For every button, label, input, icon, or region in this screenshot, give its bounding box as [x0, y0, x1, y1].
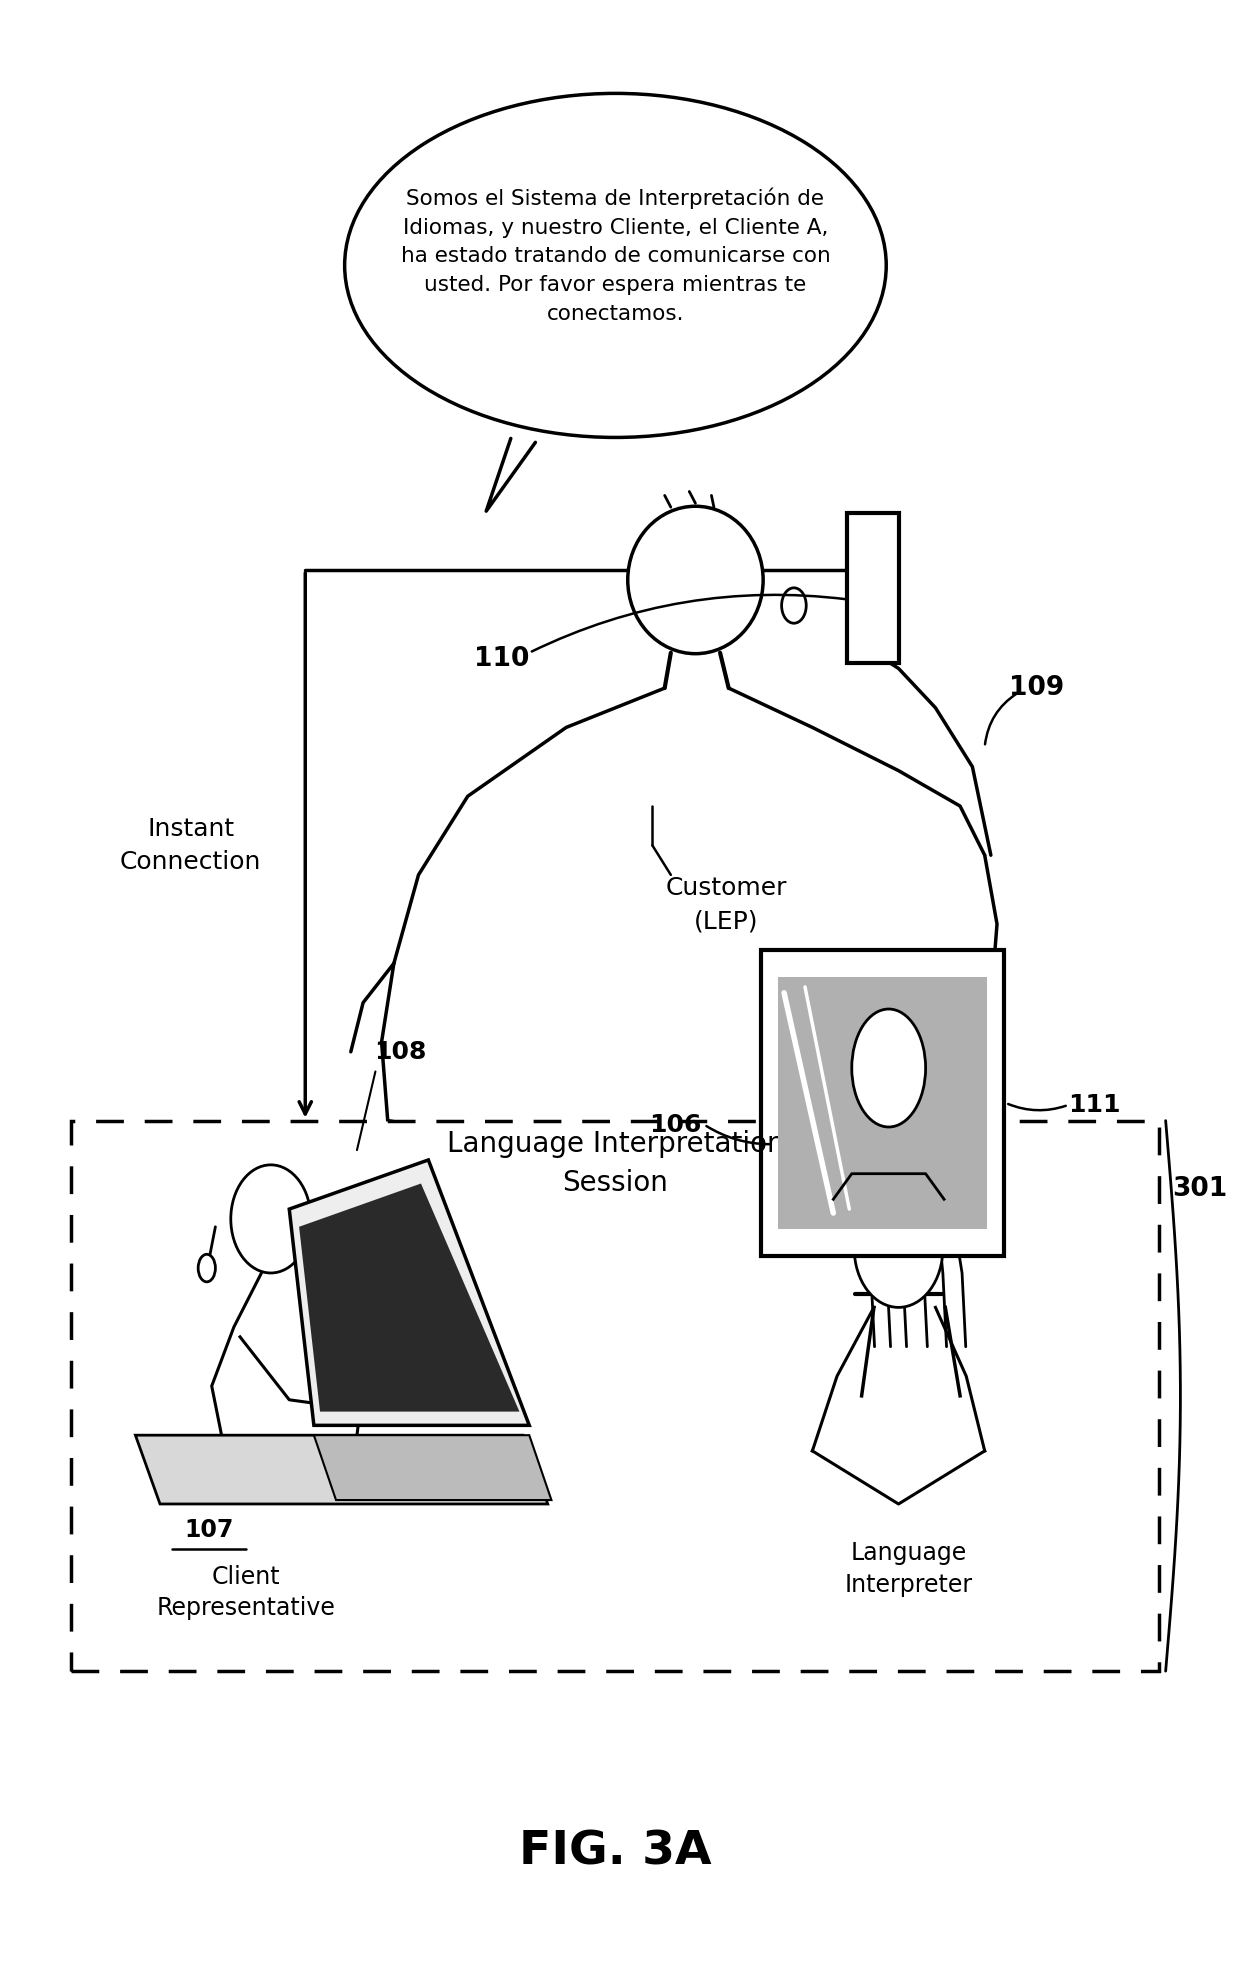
Ellipse shape: [627, 507, 763, 653]
Text: Customer
(LEP): Customer (LEP): [666, 875, 787, 934]
Text: 110: 110: [474, 645, 529, 672]
Polygon shape: [135, 1435, 548, 1504]
Text: Somos el Sistema de Interpretación de
Idiomas, y nuestro Cliente, el Cliente A,
: Somos el Sistema de Interpretación de Id…: [401, 187, 831, 324]
Polygon shape: [289, 1160, 529, 1425]
Text: FIG. 3A: FIG. 3A: [520, 1830, 712, 1874]
Circle shape: [198, 1254, 216, 1282]
Polygon shape: [299, 1184, 520, 1412]
Text: 107: 107: [185, 1518, 234, 1541]
Ellipse shape: [231, 1164, 311, 1274]
Text: 108: 108: [373, 1040, 427, 1064]
Text: Language
Interpreter: Language Interpreter: [844, 1541, 972, 1596]
Text: Instant
Connection: Instant Connection: [120, 816, 262, 875]
FancyBboxPatch shape: [847, 513, 899, 663]
Ellipse shape: [781, 588, 806, 623]
Polygon shape: [486, 438, 536, 511]
Polygon shape: [777, 977, 987, 1229]
FancyBboxPatch shape: [72, 1121, 1159, 1671]
Text: 111: 111: [1069, 1093, 1121, 1117]
Text: 109: 109: [1009, 674, 1065, 702]
Polygon shape: [314, 1435, 552, 1500]
Text: 301: 301: [1172, 1176, 1228, 1203]
Circle shape: [852, 1009, 925, 1127]
Text: 106: 106: [650, 1113, 702, 1136]
Ellipse shape: [854, 1189, 942, 1307]
Text: Client
Representative: Client Representative: [156, 1565, 336, 1620]
Text: Language Interpretation
Session: Language Interpretation Session: [446, 1130, 784, 1197]
FancyBboxPatch shape: [760, 950, 1004, 1256]
Ellipse shape: [345, 94, 887, 438]
